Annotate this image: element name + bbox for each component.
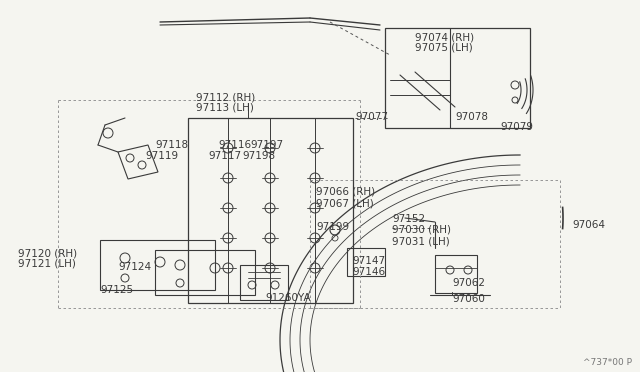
Text: 97067 (LH): 97067 (LH) [316,198,374,208]
Bar [100,240,215,290]
Text: 97064: 97064 [572,220,605,230]
Text: 97199: 97199 [316,222,349,232]
Text: 97119: 97119 [145,151,178,161]
Bar [155,250,255,295]
Text: 91260YA: 91260YA [265,293,310,303]
Text: 97030 (RH): 97030 (RH) [392,225,451,235]
Bar [188,118,353,303]
Text: 97197: 97197 [250,140,283,150]
Text: 97113 (LH): 97113 (LH) [196,103,254,113]
Text: 97124: 97124 [118,262,151,272]
Text: 97078: 97078 [455,112,488,122]
Text: 97062: 97062 [452,278,485,288]
Text: 97074 (RH): 97074 (RH) [415,32,474,42]
Text: 97118: 97118 [155,140,188,150]
Bar [435,255,477,293]
Text: 97031 (LH): 97031 (LH) [392,236,450,246]
Bar [240,265,288,300]
Bar [385,28,530,128]
Bar [347,248,385,276]
Text: 97117: 97117 [208,151,241,161]
Text: 97198: 97198 [242,151,275,161]
Text: 97079: 97079 [500,122,533,132]
Text: 97120 (RH): 97120 (RH) [18,248,77,258]
Text: ^737*00 P: ^737*00 P [583,358,632,367]
Text: 97147: 97147 [352,256,385,266]
Text: 97116: 97116 [218,140,251,150]
Text: 97121 (LH): 97121 (LH) [18,259,76,269]
Text: 97146: 97146 [352,267,385,277]
Text: 97077: 97077 [355,112,388,122]
Text: 97075 (LH): 97075 (LH) [415,43,473,53]
Text: 97125: 97125 [100,285,133,295]
Text: 97060: 97060 [452,294,485,304]
Text: 97152: 97152 [392,214,425,224]
Text: 97066 (RH): 97066 (RH) [316,187,375,197]
Text: 97112 (RH): 97112 (RH) [196,92,255,102]
